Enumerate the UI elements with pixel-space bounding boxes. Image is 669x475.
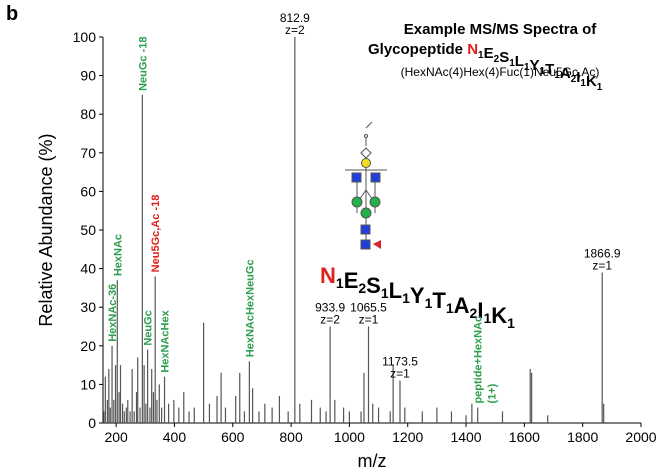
residue: A <box>560 65 571 82</box>
y-tick-label: 100 <box>73 29 97 45</box>
peptide: N1E2S1L1Y1T1A2I1K1 <box>467 41 603 93</box>
fragment-annotation: peptide+HexNAc <box>473 316 485 404</box>
residue-index: 1 <box>554 70 560 81</box>
residue: N <box>320 263 336 288</box>
y-tick-label: 10 <box>80 376 96 392</box>
residue: S <box>499 49 509 66</box>
y-tick-label: 40 <box>80 261 96 277</box>
residue: A <box>454 293 470 318</box>
x-tick-label: 800 <box>279 429 303 445</box>
chart-title: Glycopeptide N1E2S1L1Y1T1A2I1K1 <box>368 41 603 93</box>
residue: Y <box>530 57 540 74</box>
peak-label: 933.9 <box>315 301 345 315</box>
x-tick-label: 2000 <box>625 429 656 445</box>
peak-label: z=2 <box>285 23 305 37</box>
residue: I <box>576 69 580 86</box>
y-axis-label: Relative Abundance (%) <box>36 133 56 326</box>
x-tick-label: 1400 <box>450 429 481 445</box>
residue-index: 1 <box>425 295 433 311</box>
y-tick-label: 30 <box>80 299 96 315</box>
residue-index: 1 <box>524 62 530 73</box>
residue: E <box>344 268 359 293</box>
fragment-annotation: (1+) <box>487 383 499 403</box>
residue: T <box>545 61 554 78</box>
fragment-annotation: HexNAc <box>112 234 124 276</box>
peak-label: 1866.9 <box>584 246 621 260</box>
x-axis-label: m/z <box>358 451 387 471</box>
y-tick-label: 70 <box>80 145 96 161</box>
residue: L <box>389 278 402 303</box>
fragment-annotation: HexNAcHexNeuGc <box>244 259 256 357</box>
residue-index: 1 <box>478 50 484 61</box>
residue: N <box>467 41 478 58</box>
residue-index: 1 <box>540 66 546 77</box>
residue-index: 1 <box>509 58 515 69</box>
residue-index: 2 <box>571 74 577 85</box>
chart-title: Glycopeptide <box>368 41 463 58</box>
fragment-annotation: HexNAc-36 <box>107 284 119 342</box>
x-tick-label: 1600 <box>509 429 540 445</box>
residue: I <box>477 298 483 323</box>
y-tick-label: 20 <box>80 338 96 354</box>
residue-index: 1 <box>381 285 389 301</box>
residue-index: 1 <box>597 82 603 93</box>
fragment-annotation: NeuGc -18 <box>137 36 149 90</box>
peak-label: 812.9 <box>280 11 310 25</box>
peak-label: z=1 <box>592 258 612 272</box>
residue-index: 1 <box>507 315 515 331</box>
residue: S <box>366 273 381 298</box>
residue-index: 2 <box>358 280 366 296</box>
residue-index: 1 <box>402 290 410 306</box>
y-tick-label: 50 <box>80 222 96 238</box>
x-tick-label: 200 <box>104 429 128 445</box>
panel-label: b <box>6 3 18 25</box>
y-tick-label: 90 <box>80 68 96 84</box>
residue: K <box>586 73 597 90</box>
peak-label: z=1 <box>359 313 379 327</box>
residue-index: 1 <box>483 310 491 326</box>
residue: T <box>432 288 446 313</box>
residue-index: 1 <box>336 275 344 291</box>
x-tick-label: 400 <box>163 429 187 445</box>
peak-label: 1065.5 <box>350 301 387 315</box>
residue-index: 1 <box>580 78 586 89</box>
x-tick-label: 1200 <box>392 429 423 445</box>
fragment-annotation: NeuGc <box>143 310 155 345</box>
residue-index: 2 <box>470 305 478 321</box>
peak-label: z=2 <box>320 313 340 327</box>
y-tick-label: 80 <box>80 106 96 122</box>
fragment-annotation: HexNAcHex <box>160 309 172 372</box>
x-tick-label: 600 <box>221 429 245 445</box>
x-tick-label: 1800 <box>567 429 598 445</box>
y-tick-label: 60 <box>80 183 96 199</box>
x-tick-label: 1000 <box>334 429 365 445</box>
fragment-annotation: Neu5Gc,Ac -18 <box>150 195 162 273</box>
y-tick-label: 0 <box>88 415 96 431</box>
composition: (HexNAc(4)Hex(4)Fuc(1)Neu5Gc,Ac) <box>401 65 600 79</box>
residue-index: 1 <box>446 300 454 316</box>
peak-label: 1173.5 <box>382 355 418 369</box>
peak-label: z=1 <box>390 367 410 381</box>
peptide: N1E2S1L1Y1T1A2I1K1 <box>320 263 515 331</box>
chart-title: Example MS/MS Spectra of <box>404 21 598 38</box>
residue-index: 2 <box>494 54 500 65</box>
residue: L <box>515 53 524 70</box>
residue: Y <box>410 283 425 308</box>
residue: K <box>491 303 507 328</box>
glycan <box>345 121 387 250</box>
residue: E <box>484 45 494 62</box>
